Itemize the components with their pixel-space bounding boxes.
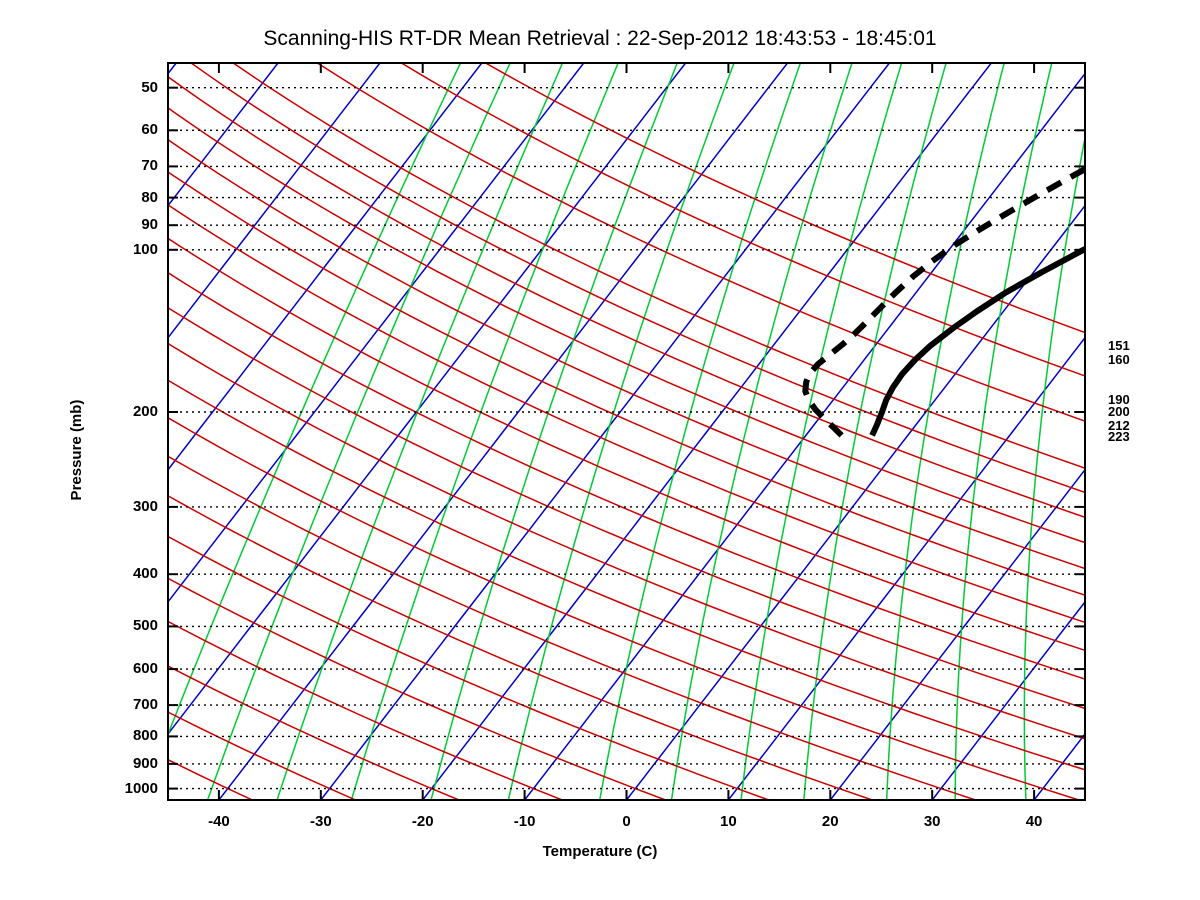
mixing-ratio-line [1023, 134, 1085, 800]
x-axis-title: Temperature (C) [542, 843, 658, 860]
dry-adiabat-line [168, 106, 1085, 544]
dry-adiabat-line [168, 138, 1085, 570]
dry-adiabat-line [316, 63, 1085, 422]
dry-adiabat-line [168, 535, 770, 800]
isotherm-line [931, 600, 1085, 800]
isotherm-line [168, 63, 279, 207]
x-axis-tick-label: -30 [309, 813, 332, 830]
dry-adiabat-line [168, 416, 1080, 800]
dry-adiabat-line [232, 63, 1085, 470]
sounding-profiles [802, 165, 1085, 438]
dry-adiabat-line [168, 494, 873, 800]
y-axis-tick-label: 90 [141, 216, 158, 234]
dry-adiabat-line [168, 577, 666, 800]
x-axis-tick-label: 20 [821, 813, 839, 830]
isotherm-line [168, 63, 687, 736]
x-axis-tick-label: -10 [513, 813, 536, 830]
y-axis-tick-label: 500 [132, 617, 158, 635]
isotherm-line [524, 72, 1085, 800]
page-title: Scanning-HIS RT-DR Mean Retrieval : 22-S… [263, 27, 937, 50]
y-axis-tick-label: 80 [141, 188, 158, 206]
y-axis-tick-label: 60 [141, 121, 158, 139]
dry-adiabat-line [168, 665, 460, 800]
x-axis-tick-label: 30 [923, 813, 941, 830]
y-axis-tick-label: 900 [132, 754, 158, 772]
dry-adiabat-line [168, 171, 1085, 597]
right-axis-pressure-label: 190 [1108, 392, 1130, 407]
dry-adiabat-line [168, 306, 1085, 710]
mixing-ratio-line [803, 63, 947, 800]
x-axis-tick-label: 10 [720, 813, 737, 830]
mixing-ratio-lines [168, 63, 1085, 800]
x-axis-tick-label: 40 [1025, 813, 1043, 830]
y-axis-tick-label: 100 [132, 240, 158, 258]
isotherm-line [0, 63, 74, 800]
isotherm-line [422, 63, 992, 800]
right-axis-pressure-label: 212 [1108, 417, 1130, 433]
y-axis-tick-label: 700 [132, 696, 158, 714]
y-axis-tick-label: 300 [132, 497, 158, 515]
mixing-ratio-line [885, 63, 1005, 800]
mixing-ratio-line [670, 63, 853, 800]
dry-adiabat-line [168, 455, 976, 800]
y-axis-tick-label: 50 [141, 78, 158, 96]
y-axis-tick-label: 800 [132, 727, 158, 745]
mixing-ratio-line [507, 63, 735, 800]
axis-ticks [168, 63, 1085, 800]
plot-clip-group [0, 62, 1086, 801]
mixing-ratio-line [276, 63, 564, 800]
isotherm-line [320, 63, 890, 800]
dry-adiabat-lines [0, 63, 1085, 800]
dry-adiabat-line [168, 379, 1085, 771]
temperature-profile-line [869, 245, 1085, 437]
dry-adiabat-line [0, 63, 46, 800]
isotherm-line [727, 336, 1085, 800]
x-axis-tick-label: -20 [411, 813, 434, 830]
dry-adiabat-line [168, 203, 1085, 624]
right-axis-pressure-label: 200 [1108, 404, 1130, 419]
mixing-ratio-line [598, 63, 802, 800]
plot-frame [167, 62, 1086, 801]
isotherm-line [829, 468, 1085, 800]
isotherm-line [218, 63, 789, 800]
y-axis-tick-label: 70 [141, 157, 158, 175]
dry-adiabat-line [168, 237, 1085, 652]
isotherm-line [625, 204, 1085, 800]
mixing-ratio-line [740, 63, 903, 800]
y-axis-tick-label: 200 [132, 403, 158, 420]
mixing-ratio-line [206, 63, 511, 800]
y-axis-tick-label: 600 [132, 660, 158, 678]
dry-adiabat-line [190, 63, 1085, 494]
dry-adiabat-line [401, 63, 1085, 377]
dry-adiabat-line [168, 75, 1085, 519]
right-axis-pressure-label: 151 [1108, 338, 1130, 354]
y-axis-tick-label: 400 [132, 565, 158, 583]
isotherm-line [168, 63, 483, 471]
dry-adiabat-line [168, 620, 563, 800]
plot-background [168, 63, 1085, 800]
isotherm-line [168, 63, 585, 604]
y-axis-tick-label: 1000 [124, 779, 158, 797]
x-axis-tick-label: 0 [622, 813, 631, 830]
y-axis-title: Pressure (mb) [68, 399, 85, 501]
x-axis-tick-label: -40 [208, 813, 230, 830]
dry-adiabat-line [168, 271, 1085, 680]
dry-adiabat-line [485, 63, 1085, 334]
dry-adiabat-line [168, 342, 1085, 740]
right-axis-pressure-label: 223 [1108, 429, 1130, 445]
mixing-ratio-line [350, 63, 619, 800]
right-axis-pressure-label: 160 [1108, 351, 1130, 367]
